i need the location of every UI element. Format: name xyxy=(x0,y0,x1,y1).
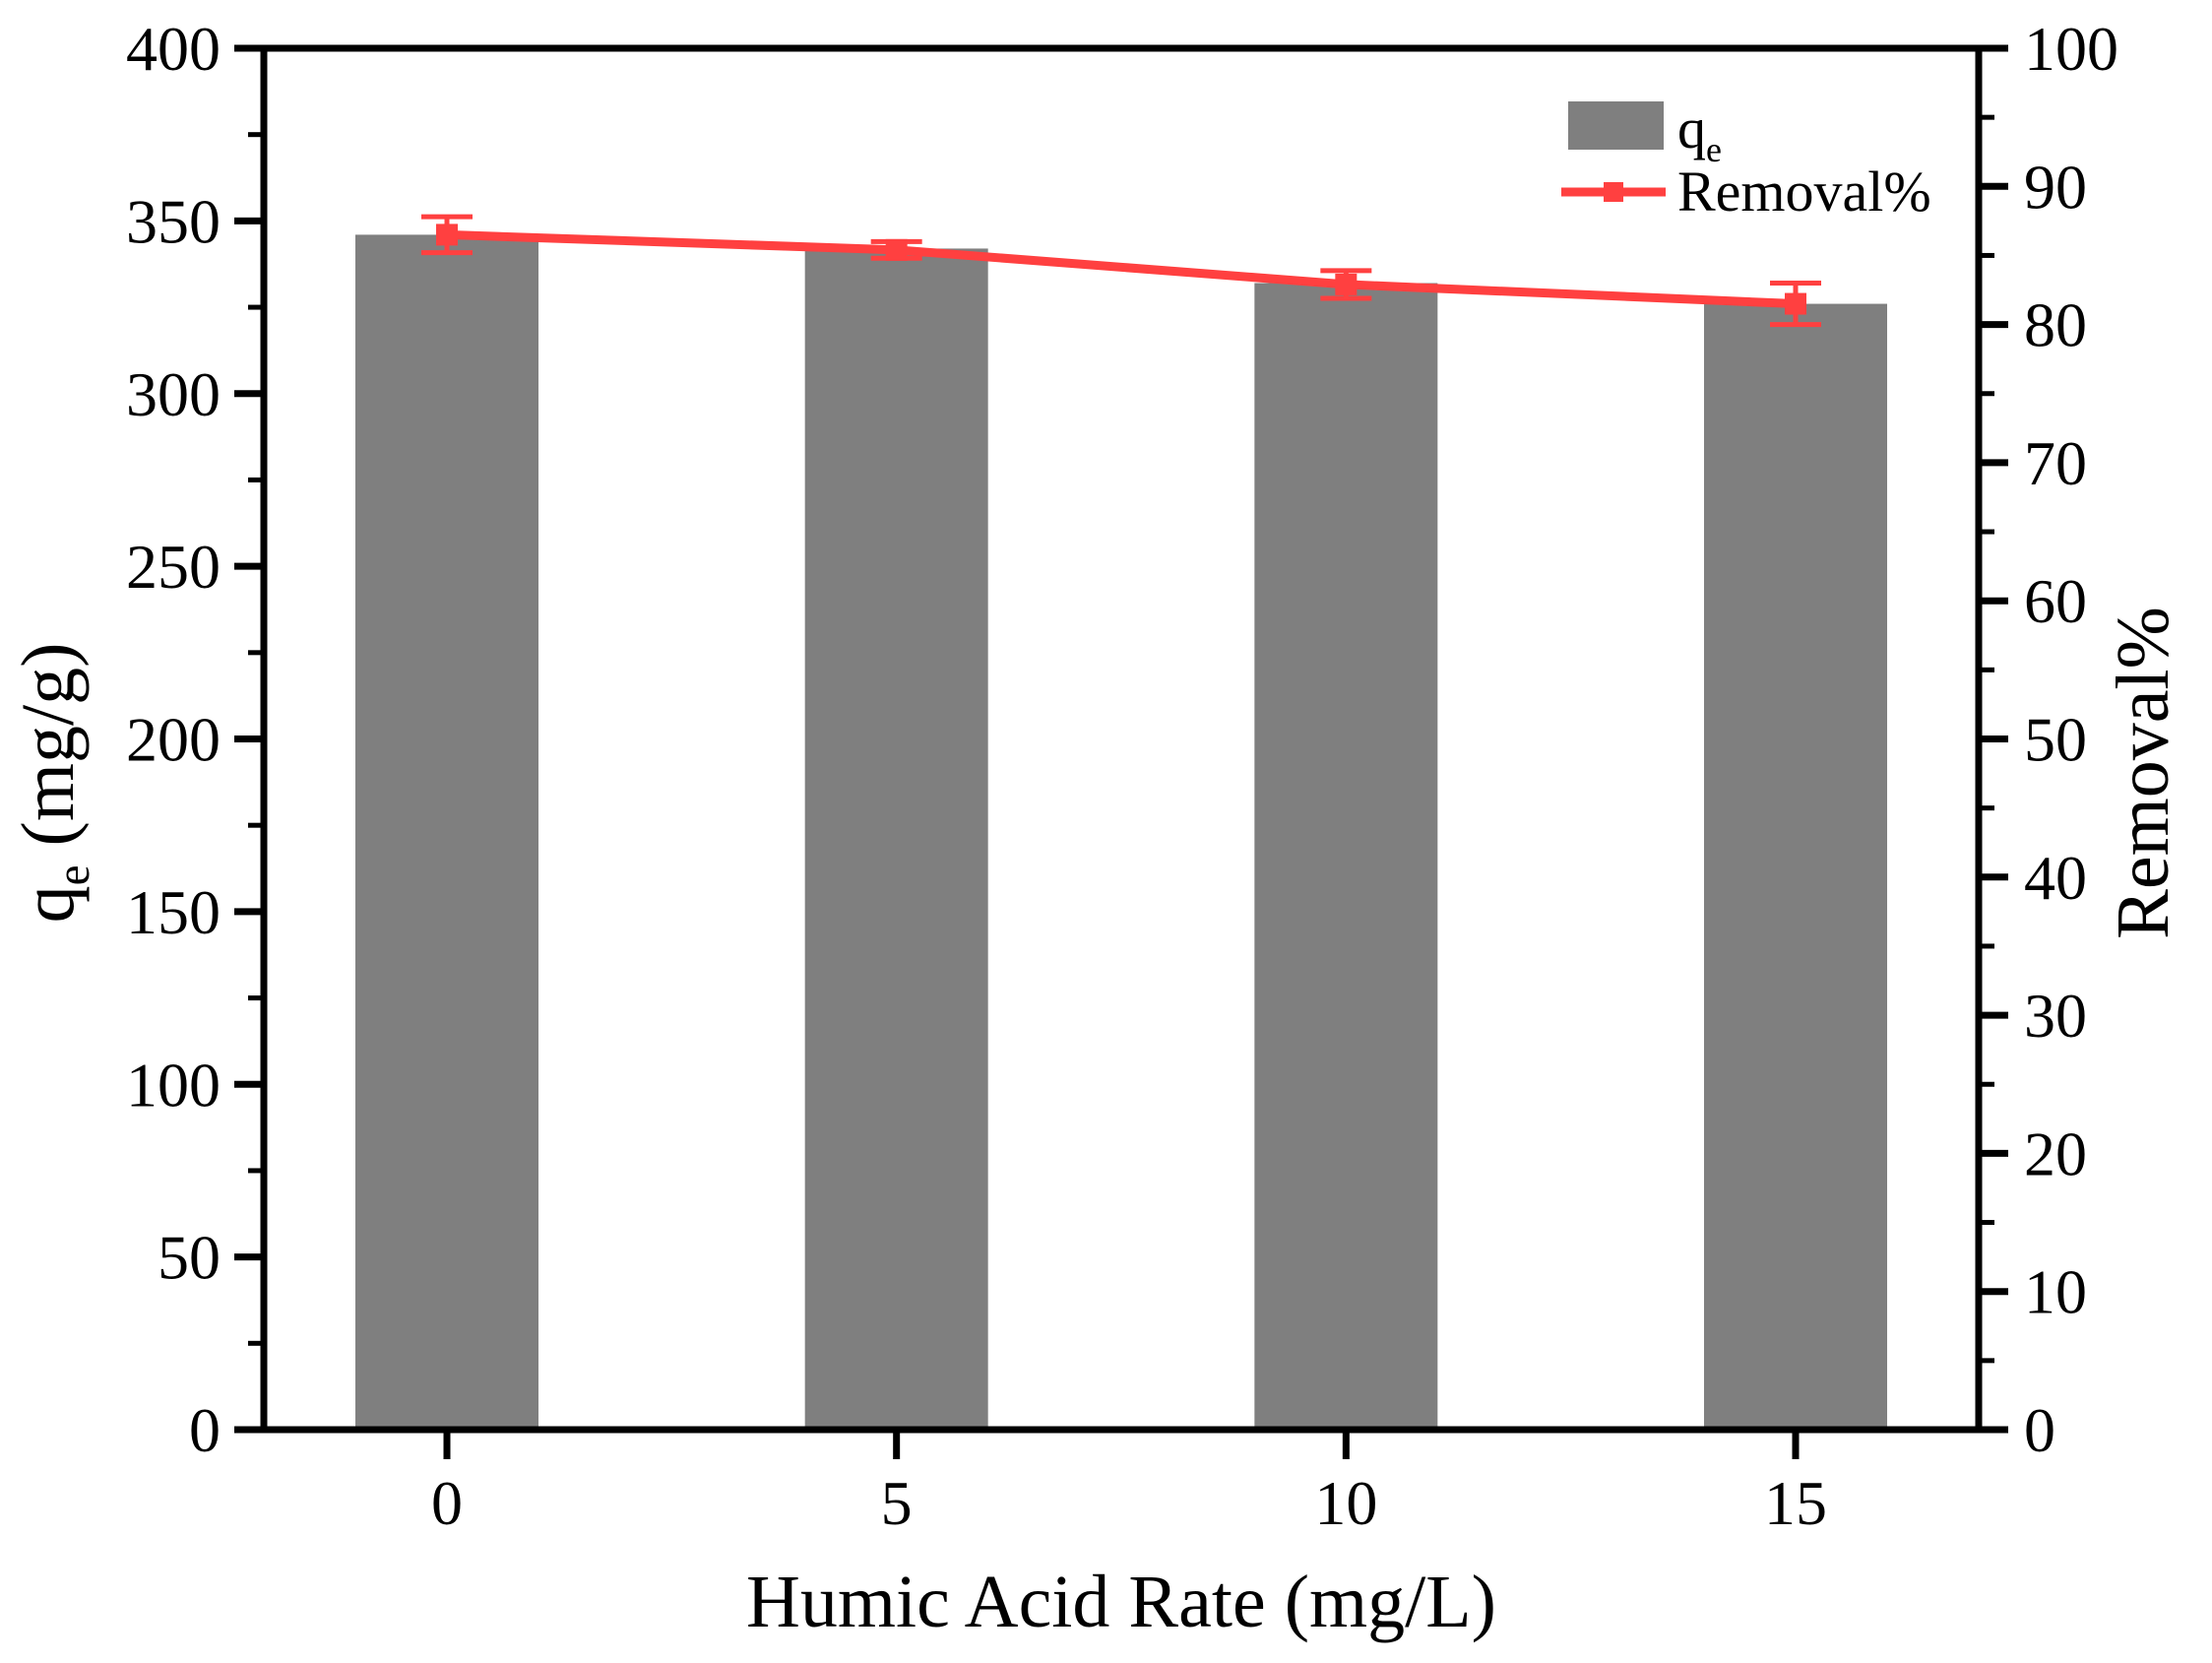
bar-qe-15 xyxy=(1704,303,1887,1431)
removal-marker-5 xyxy=(885,238,908,261)
removal-marker-10 xyxy=(1335,273,1358,295)
legend-qe-main: q xyxy=(1677,96,1706,160)
x-tick-label-10: 10 xyxy=(1314,1468,1377,1538)
legend-removal-marker xyxy=(1604,182,1623,202)
right-tick-label-40: 40 xyxy=(2024,843,2087,913)
y-left-axis-title: qe (mg/g) xyxy=(7,643,99,924)
legend-qe-sub: e xyxy=(1706,130,1722,169)
left-tick-label-350: 350 xyxy=(126,186,221,256)
left-tick-label-150: 150 xyxy=(126,877,221,947)
left-tick-label-50: 50 xyxy=(158,1223,221,1293)
y-right-axis-title: Removal% xyxy=(2102,607,2184,939)
y-left-title-rest: (mg/g) xyxy=(7,643,90,865)
tick-labels: 0501001502002503003504000102030405060708… xyxy=(126,14,2118,1538)
axes-frame xyxy=(234,44,2008,1459)
removal-marker-15 xyxy=(1785,292,1806,315)
left-tick-label-300: 300 xyxy=(126,359,221,429)
right-tick-label-30: 30 xyxy=(2024,981,2087,1051)
right-tick-label-80: 80 xyxy=(2024,290,2087,360)
right-tick-label-0: 0 xyxy=(2024,1395,2055,1465)
left-tick-label-0: 0 xyxy=(189,1395,221,1465)
y-left-title-main: q xyxy=(7,885,90,923)
x-axis-title: Humic Acid Rate (mg/L) xyxy=(746,1561,1496,1643)
legend-qe-label: qe xyxy=(1677,96,1722,169)
left-tick-label-100: 100 xyxy=(126,1050,221,1119)
bar-qe-5 xyxy=(804,248,988,1430)
bar-qe-10 xyxy=(1254,283,1438,1430)
right-tick-label-60: 60 xyxy=(2024,566,2087,636)
right-tick-label-100: 100 xyxy=(2024,14,2118,84)
right-tick-label-20: 20 xyxy=(2024,1119,2087,1188)
bar-series xyxy=(355,234,1887,1431)
right-tick-label-50: 50 xyxy=(2024,705,2087,775)
right-tick-label-70: 70 xyxy=(2024,428,2087,498)
y-left-title-sub: e xyxy=(48,864,99,885)
right-tick-label-10: 10 xyxy=(2024,1257,2087,1327)
legend-qe-swatch xyxy=(1568,101,1664,150)
removal-line xyxy=(446,229,1797,309)
line-series xyxy=(436,224,1806,315)
x-tick-label-15: 15 xyxy=(1764,1468,1827,1538)
left-tick-label-200: 200 xyxy=(126,705,221,775)
bar-qe-0 xyxy=(355,234,538,1430)
legend-removal-label: Removal% xyxy=(1677,160,1931,224)
legend: qe Removal% xyxy=(1561,96,1931,224)
x-tick-label-5: 5 xyxy=(881,1468,913,1538)
removal-marker-0 xyxy=(436,224,458,246)
left-tick-label-400: 400 xyxy=(126,14,221,84)
left-tick-label-250: 250 xyxy=(126,532,221,602)
right-tick-label-90: 90 xyxy=(2024,152,2087,222)
x-tick-label-0: 0 xyxy=(431,1468,463,1538)
